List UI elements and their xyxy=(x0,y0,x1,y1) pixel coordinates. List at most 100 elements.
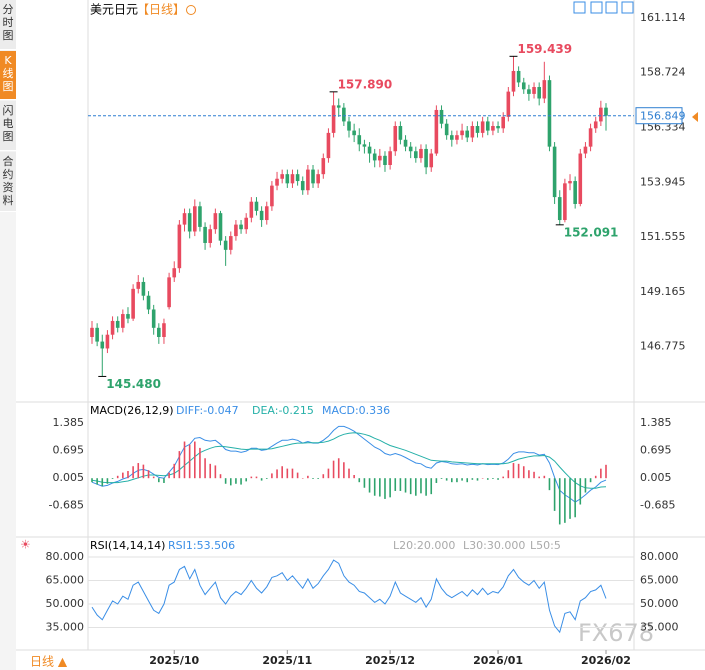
candle-body xyxy=(203,226,207,243)
candle-body xyxy=(583,146,588,154)
macd-bar xyxy=(394,478,397,491)
candle-body xyxy=(378,155,382,161)
macd-bar xyxy=(173,463,176,479)
macd-bar xyxy=(122,472,124,479)
annotation-label: 145.480 xyxy=(106,377,161,391)
macd-bar xyxy=(307,475,309,479)
candle-body xyxy=(593,121,598,129)
y-tick-label: 35.000 xyxy=(46,621,85,634)
y-tick-label: 0.695 xyxy=(53,443,85,456)
candle-body xyxy=(198,206,202,227)
candle-body xyxy=(465,130,470,138)
candle-body xyxy=(285,174,290,184)
macd-bar xyxy=(281,466,283,479)
candle-body xyxy=(193,206,197,232)
macd-bar xyxy=(224,478,227,484)
last-price-box xyxy=(635,107,683,125)
candle-body xyxy=(234,224,238,237)
candle-body xyxy=(249,201,254,218)
macd-bar xyxy=(204,458,206,479)
macd-bar xyxy=(322,474,325,479)
macd-bar xyxy=(260,478,263,481)
macd-bar xyxy=(363,478,366,488)
candle-body xyxy=(573,181,577,204)
period-tab[interactable]: 日线 ▲ xyxy=(30,655,68,669)
macd-bar xyxy=(343,462,345,479)
candle-body xyxy=(126,314,130,319)
macd-bar xyxy=(569,478,571,519)
candle-body xyxy=(208,229,213,243)
y-tick-label: 0.005 xyxy=(640,471,672,484)
macd-bar xyxy=(312,478,314,479)
candle-body xyxy=(280,174,284,179)
candle-body xyxy=(599,107,603,122)
candle-body xyxy=(218,213,223,241)
candle-body xyxy=(588,128,593,147)
macd-bar xyxy=(409,478,412,495)
candle-body xyxy=(496,126,500,129)
candle-body xyxy=(429,153,434,168)
macd-bar xyxy=(142,464,145,479)
toolbar xyxy=(573,1,634,14)
macd-bar xyxy=(194,441,196,479)
y-tick-label: 35.000 xyxy=(640,621,679,634)
candle-body xyxy=(439,109,444,124)
price-arrow xyxy=(692,112,698,122)
macd-bar xyxy=(522,466,525,479)
candle-body xyxy=(532,87,536,94)
period-label[interactable]: 【日线】 xyxy=(137,3,185,17)
y-tick-label: 50.000 xyxy=(640,597,679,610)
candle-body xyxy=(419,148,423,159)
tool-icon[interactable] xyxy=(605,1,618,14)
candle-body xyxy=(403,139,408,147)
candle-body xyxy=(223,240,228,250)
candle-body xyxy=(141,281,146,296)
legend-entry: DEA:-0.215 xyxy=(252,404,314,417)
y-tick-label: 153.945 xyxy=(640,175,686,188)
macd-bar xyxy=(353,475,355,479)
tab-kline[interactable]: K线图 xyxy=(0,51,16,100)
macd-bar xyxy=(517,463,520,479)
macd-bar xyxy=(219,474,222,479)
tool-icon[interactable] xyxy=(590,1,603,14)
candle-body xyxy=(172,268,177,278)
candle-body xyxy=(352,130,356,136)
candle-body xyxy=(383,155,387,165)
macd-bar xyxy=(579,478,582,505)
macd-bar xyxy=(512,463,515,479)
settings-icon[interactable]: ☀ xyxy=(20,538,31,552)
annotation-label: 159.439 xyxy=(517,42,572,56)
candle-body xyxy=(460,130,464,136)
candle-body xyxy=(347,121,351,131)
candle-body xyxy=(480,121,485,133)
tool-icon[interactable] xyxy=(573,1,586,14)
candle-body xyxy=(568,181,572,184)
candle-body xyxy=(105,334,110,349)
candle-body xyxy=(151,309,156,328)
macd-bar xyxy=(471,478,474,480)
x-tick-label: 2026/02 xyxy=(581,654,631,667)
candle-body xyxy=(270,185,274,207)
macd-bar xyxy=(574,478,576,518)
tab-contract[interactable]: 合约资料 xyxy=(0,152,16,212)
tool-icon[interactable] xyxy=(621,1,634,14)
macd-bar xyxy=(348,468,350,479)
add-icon[interactable] xyxy=(186,5,196,15)
candle-body xyxy=(162,323,166,337)
candle-body xyxy=(177,224,182,269)
macd-bar xyxy=(255,476,258,479)
rsi-line xyxy=(91,559,607,634)
macd-bar xyxy=(430,478,433,495)
macd-bar xyxy=(451,478,453,483)
candle-body xyxy=(239,224,243,230)
candle-body xyxy=(228,236,233,250)
candle-body xyxy=(90,327,94,337)
macd-bar xyxy=(389,478,391,498)
tab-time[interactable]: 分时图 xyxy=(0,0,16,50)
tab-flash[interactable]: 闪电图 xyxy=(0,101,16,151)
macd-bar xyxy=(332,460,335,479)
annotation-label: 152.091 xyxy=(564,225,619,239)
panel-title: RSI(14,14,14) xyxy=(90,539,165,552)
watermark: FX678 xyxy=(578,619,654,647)
